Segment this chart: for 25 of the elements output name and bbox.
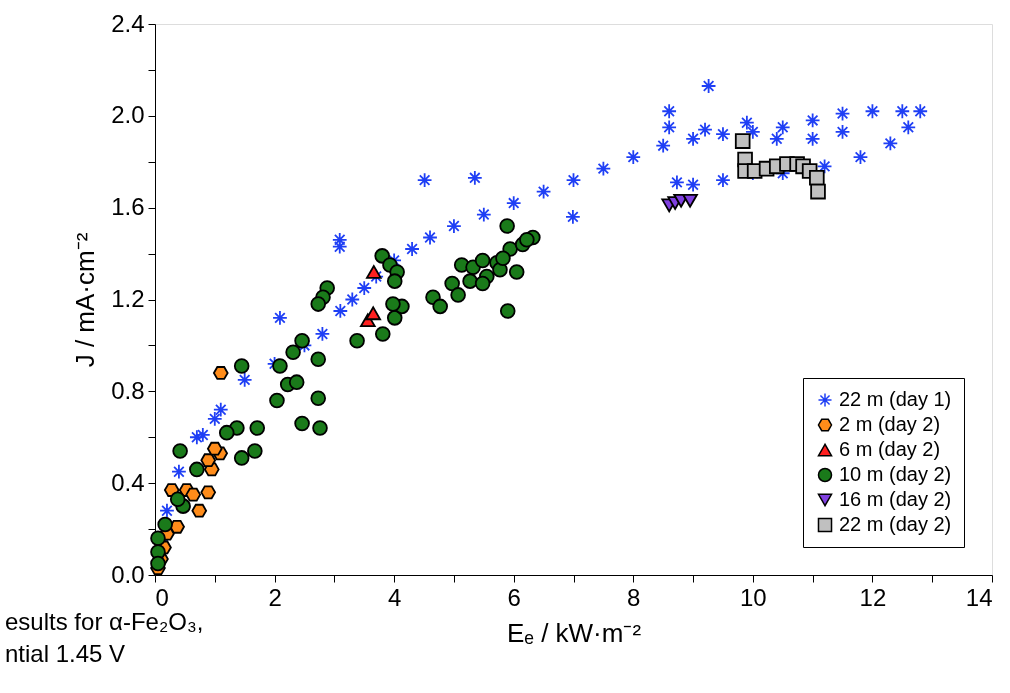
text: ntial 1.45 V <box>5 640 126 667</box>
y-axis-title: J / mA·cm⁻² <box>70 232 101 368</box>
text: esults for α-Fe₂O₃, <box>5 608 204 635</box>
x-tick-label: 6 <box>507 583 521 611</box>
y-tick-label: 0.0 <box>111 560 145 588</box>
legend-label: 16 m (day 2) <box>839 488 952 510</box>
y-tick-label: 1.2 <box>111 285 145 312</box>
y-tick-label: 1.6 <box>111 193 145 221</box>
y-tick-label: 0.4 <box>111 468 145 496</box>
x-axis-title: Eₑ / kW·m⁻² <box>506 617 642 648</box>
x-tick-label: 4 <box>387 583 402 611</box>
x-tick-label: 8 <box>627 583 641 611</box>
legend-label: 6 m (day 2) <box>839 438 941 460</box>
x-tick-label: 2 <box>268 583 282 611</box>
x-tick-label: 0 <box>155 583 169 611</box>
y-tick-label: 0.8 <box>111 376 145 404</box>
legend-label: 22 m (day 2) <box>839 513 952 535</box>
y-tick-label: 2.4 <box>111 9 145 37</box>
legend-label: 10 m (day 2) <box>839 463 952 485</box>
x-tick-label: 10 <box>740 583 767 611</box>
x-tick-label: 14 <box>965 583 993 611</box>
legend-label: 2 m (day 2) <box>839 413 941 435</box>
x-tick-label: 12 <box>859 583 887 611</box>
y-tick-label: 2.0 <box>111 101 145 129</box>
legend-label: 22 m (day 1) <box>839 388 952 410</box>
